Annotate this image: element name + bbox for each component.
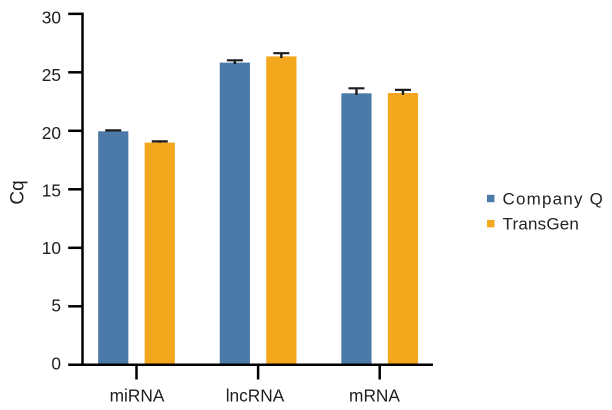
svg-text:10: 10 xyxy=(42,238,61,258)
svg-text:15: 15 xyxy=(42,181,61,201)
svg-text:30: 30 xyxy=(42,8,61,28)
svg-text:lncRNA: lncRNA xyxy=(226,385,285,405)
svg-text:20: 20 xyxy=(42,123,61,143)
svg-text:0: 0 xyxy=(51,353,61,373)
svg-text:miRNA: miRNA xyxy=(110,385,165,405)
svg-text:TransGen: TransGen xyxy=(503,215,580,234)
svg-text:mRNA: mRNA xyxy=(349,385,400,405)
svg-text:25: 25 xyxy=(42,65,61,85)
svg-text:5: 5 xyxy=(51,296,61,316)
svg-text:Company Q: Company Q xyxy=(503,190,605,209)
svg-text:Cq: Cq xyxy=(7,180,28,204)
